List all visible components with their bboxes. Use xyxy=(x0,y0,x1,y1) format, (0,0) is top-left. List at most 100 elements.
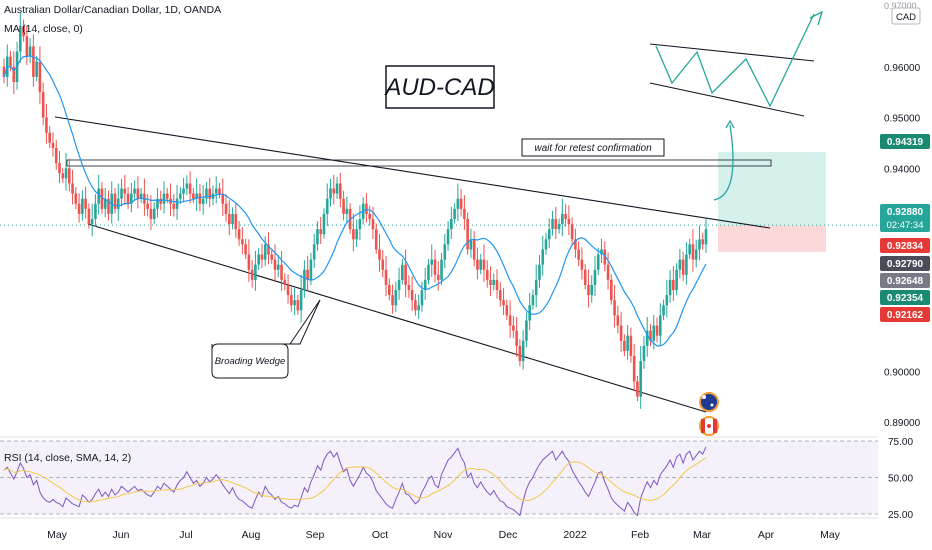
candle-body xyxy=(345,208,349,214)
candle-body xyxy=(64,168,68,179)
candle-body xyxy=(374,229,378,250)
candle-body xyxy=(208,188,212,199)
candle-body xyxy=(61,173,65,179)
candle-body xyxy=(694,249,698,260)
stop-zone xyxy=(718,225,826,252)
candle-body xyxy=(179,193,182,199)
candle-body xyxy=(126,193,130,204)
candle-body xyxy=(146,203,149,209)
candle-body xyxy=(678,259,682,270)
candle-body xyxy=(270,254,274,260)
candle-body xyxy=(133,188,136,194)
price-tick-label: 0.90000 xyxy=(884,367,921,378)
candle-body xyxy=(120,188,123,199)
candle-body xyxy=(476,259,479,270)
candle-body xyxy=(306,269,309,280)
candle-body xyxy=(587,284,590,296)
price-tick-label: 0.94000 xyxy=(884,164,921,175)
candle-body xyxy=(672,279,675,291)
candle-body xyxy=(329,188,332,199)
price-badge xyxy=(880,238,930,253)
candle-body xyxy=(652,325,656,341)
candle-body xyxy=(381,259,385,270)
countdown-value: 02:47:34 xyxy=(887,220,924,231)
price-badge xyxy=(880,290,930,305)
time-tick-label: May xyxy=(47,529,68,541)
candle-body xyxy=(629,335,633,357)
candle-body xyxy=(472,239,476,260)
price-badge-value: 0.92162 xyxy=(887,310,924,321)
candle-body xyxy=(123,188,127,194)
candle-body xyxy=(479,259,483,270)
candle-body xyxy=(352,229,355,240)
candle-body xyxy=(401,264,404,280)
time-tick-label: 2022 xyxy=(563,529,587,541)
candle-body xyxy=(642,345,646,362)
price-badge-value: 0.92354 xyxy=(887,293,924,304)
candle-body xyxy=(32,46,35,77)
candle-body xyxy=(312,244,316,260)
candle-body xyxy=(636,381,639,397)
candle-body xyxy=(391,295,394,306)
price-badge-value: 0.92790 xyxy=(887,259,924,270)
candle-body xyxy=(224,203,228,214)
candle-body xyxy=(450,219,453,230)
candle-body xyxy=(68,168,71,184)
candle-body xyxy=(25,36,29,57)
candle-body xyxy=(619,325,623,341)
candle-body xyxy=(626,335,629,351)
price-tick-label-top: 0.97000 xyxy=(884,1,917,11)
mini-zigzag xyxy=(655,13,815,108)
rsi-pane: 75.00 50.00 25.00 xyxy=(0,437,913,521)
candle-body xyxy=(489,279,492,285)
candle-body xyxy=(368,213,371,219)
candle-body xyxy=(456,198,460,209)
candle-body xyxy=(580,259,584,270)
candle-body xyxy=(87,208,91,225)
candle-body xyxy=(54,147,58,164)
candle-body xyxy=(221,193,225,204)
candle-body xyxy=(152,208,156,219)
candle-body xyxy=(570,224,574,240)
candle-body xyxy=(90,219,94,225)
candle-body xyxy=(551,219,554,230)
candles xyxy=(2,12,708,409)
price-badge xyxy=(880,307,930,322)
candle-body xyxy=(139,193,143,199)
rsi-line xyxy=(3,446,707,517)
candle-body xyxy=(420,290,424,306)
candle-body xyxy=(655,325,659,336)
price-badge-value: 0.92880 xyxy=(887,207,924,218)
candle-body xyxy=(505,305,509,316)
candle-body xyxy=(691,244,695,260)
candle-body xyxy=(237,229,241,240)
lower-trendline xyxy=(87,223,707,413)
candle-body xyxy=(639,361,642,397)
candle-body xyxy=(182,188,185,194)
candle-body xyxy=(616,315,620,326)
candle-body xyxy=(531,295,535,306)
rsi-tick-label: 25.00 xyxy=(888,510,913,521)
time-tick-label: Dec xyxy=(499,529,518,541)
candle-body xyxy=(48,132,52,143)
candle-body xyxy=(414,300,417,311)
price-tick-label: 0.96000 xyxy=(884,63,921,74)
candle-body xyxy=(394,290,398,306)
candle-body xyxy=(538,264,541,280)
candle-body xyxy=(35,61,38,77)
trendline-drawings xyxy=(54,10,824,413)
currency-label: CAD xyxy=(896,12,916,23)
candle-body xyxy=(339,183,342,199)
candle-body xyxy=(446,229,450,245)
candle-body xyxy=(440,259,443,280)
price-badge xyxy=(880,134,930,149)
candle-body xyxy=(443,244,447,260)
candle-body xyxy=(668,279,672,296)
candle-body xyxy=(358,219,362,230)
rsi-legend: RSI (14, close, SMA, 14, 2) xyxy=(4,452,132,464)
candle-body xyxy=(701,239,705,245)
title-box: AUD-CAD xyxy=(383,65,495,109)
price-badges: 0.94319 0.92880 02:47:34 0.92834 0.92790 0.92… xyxy=(880,134,930,322)
